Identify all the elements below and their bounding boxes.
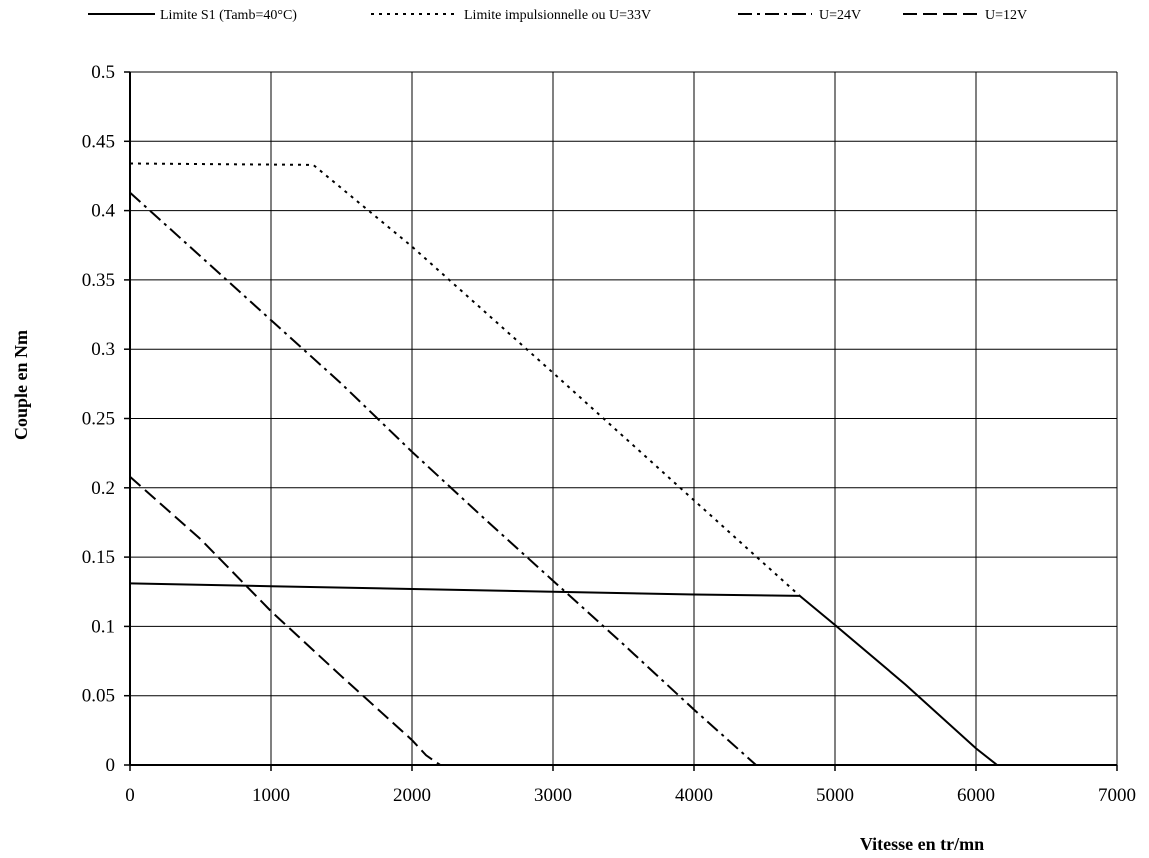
x-tick-label: 3000	[534, 785, 572, 806]
y-axis-title: Couple en Nm	[11, 330, 31, 440]
y-tick-label: 0.3	[91, 339, 115, 360]
legend-label: Limite impulsionnelle ou U=33V	[464, 8, 651, 23]
tick-labels: 0 1000 2000 3000 4000 5000 6000 7000 0 0.05 0.1 0.1…	[82, 62, 1136, 806]
series-line-solid	[129, 582, 998, 766]
x-tick-label: 4000	[675, 785, 713, 806]
legend-label: U=24V	[819, 8, 861, 23]
legend: Limite S1 (Tamb=40°C) Limite impulsionnel…	[88, 8, 1027, 23]
y-tick-label: 0.4	[91, 201, 115, 222]
y-tick-label: 0.25	[82, 409, 115, 430]
series-line-dotted	[129, 162, 801, 597]
plot-frame	[124, 71, 1118, 771]
x-tick-label: 7000	[1098, 785, 1136, 806]
x-axis-title: Vitesse en tr/mn	[860, 834, 984, 854]
y-tick-label: 0.45	[82, 131, 115, 152]
x-tick-label: 0	[125, 785, 135, 806]
y-tick-label: 0.35	[82, 270, 115, 291]
y-tick-label: 0.5	[91, 62, 115, 83]
y-tick-label: 0.2	[91, 478, 115, 499]
grid-lines	[129, 71, 1118, 766]
x-tick-label: 5000	[816, 785, 854, 806]
y-tick-label: 0.15	[82, 547, 115, 568]
y-tick-label: 0.1	[91, 616, 115, 637]
series-line-dashed	[129, 475, 441, 766]
x-tick-label: 2000	[393, 785, 431, 806]
x-tick-label: 6000	[957, 785, 995, 806]
x-tick-label: 1000	[252, 785, 290, 806]
y-tick-label: 0.05	[82, 686, 115, 707]
series-group	[129, 162, 1117, 766]
series-line-dashdot	[129, 191, 757, 766]
legend-label: Limite S1 (Tamb=40°C)	[160, 8, 297, 23]
legend-label: U=12V	[985, 8, 1027, 23]
y-tick-label: 0	[106, 755, 116, 776]
